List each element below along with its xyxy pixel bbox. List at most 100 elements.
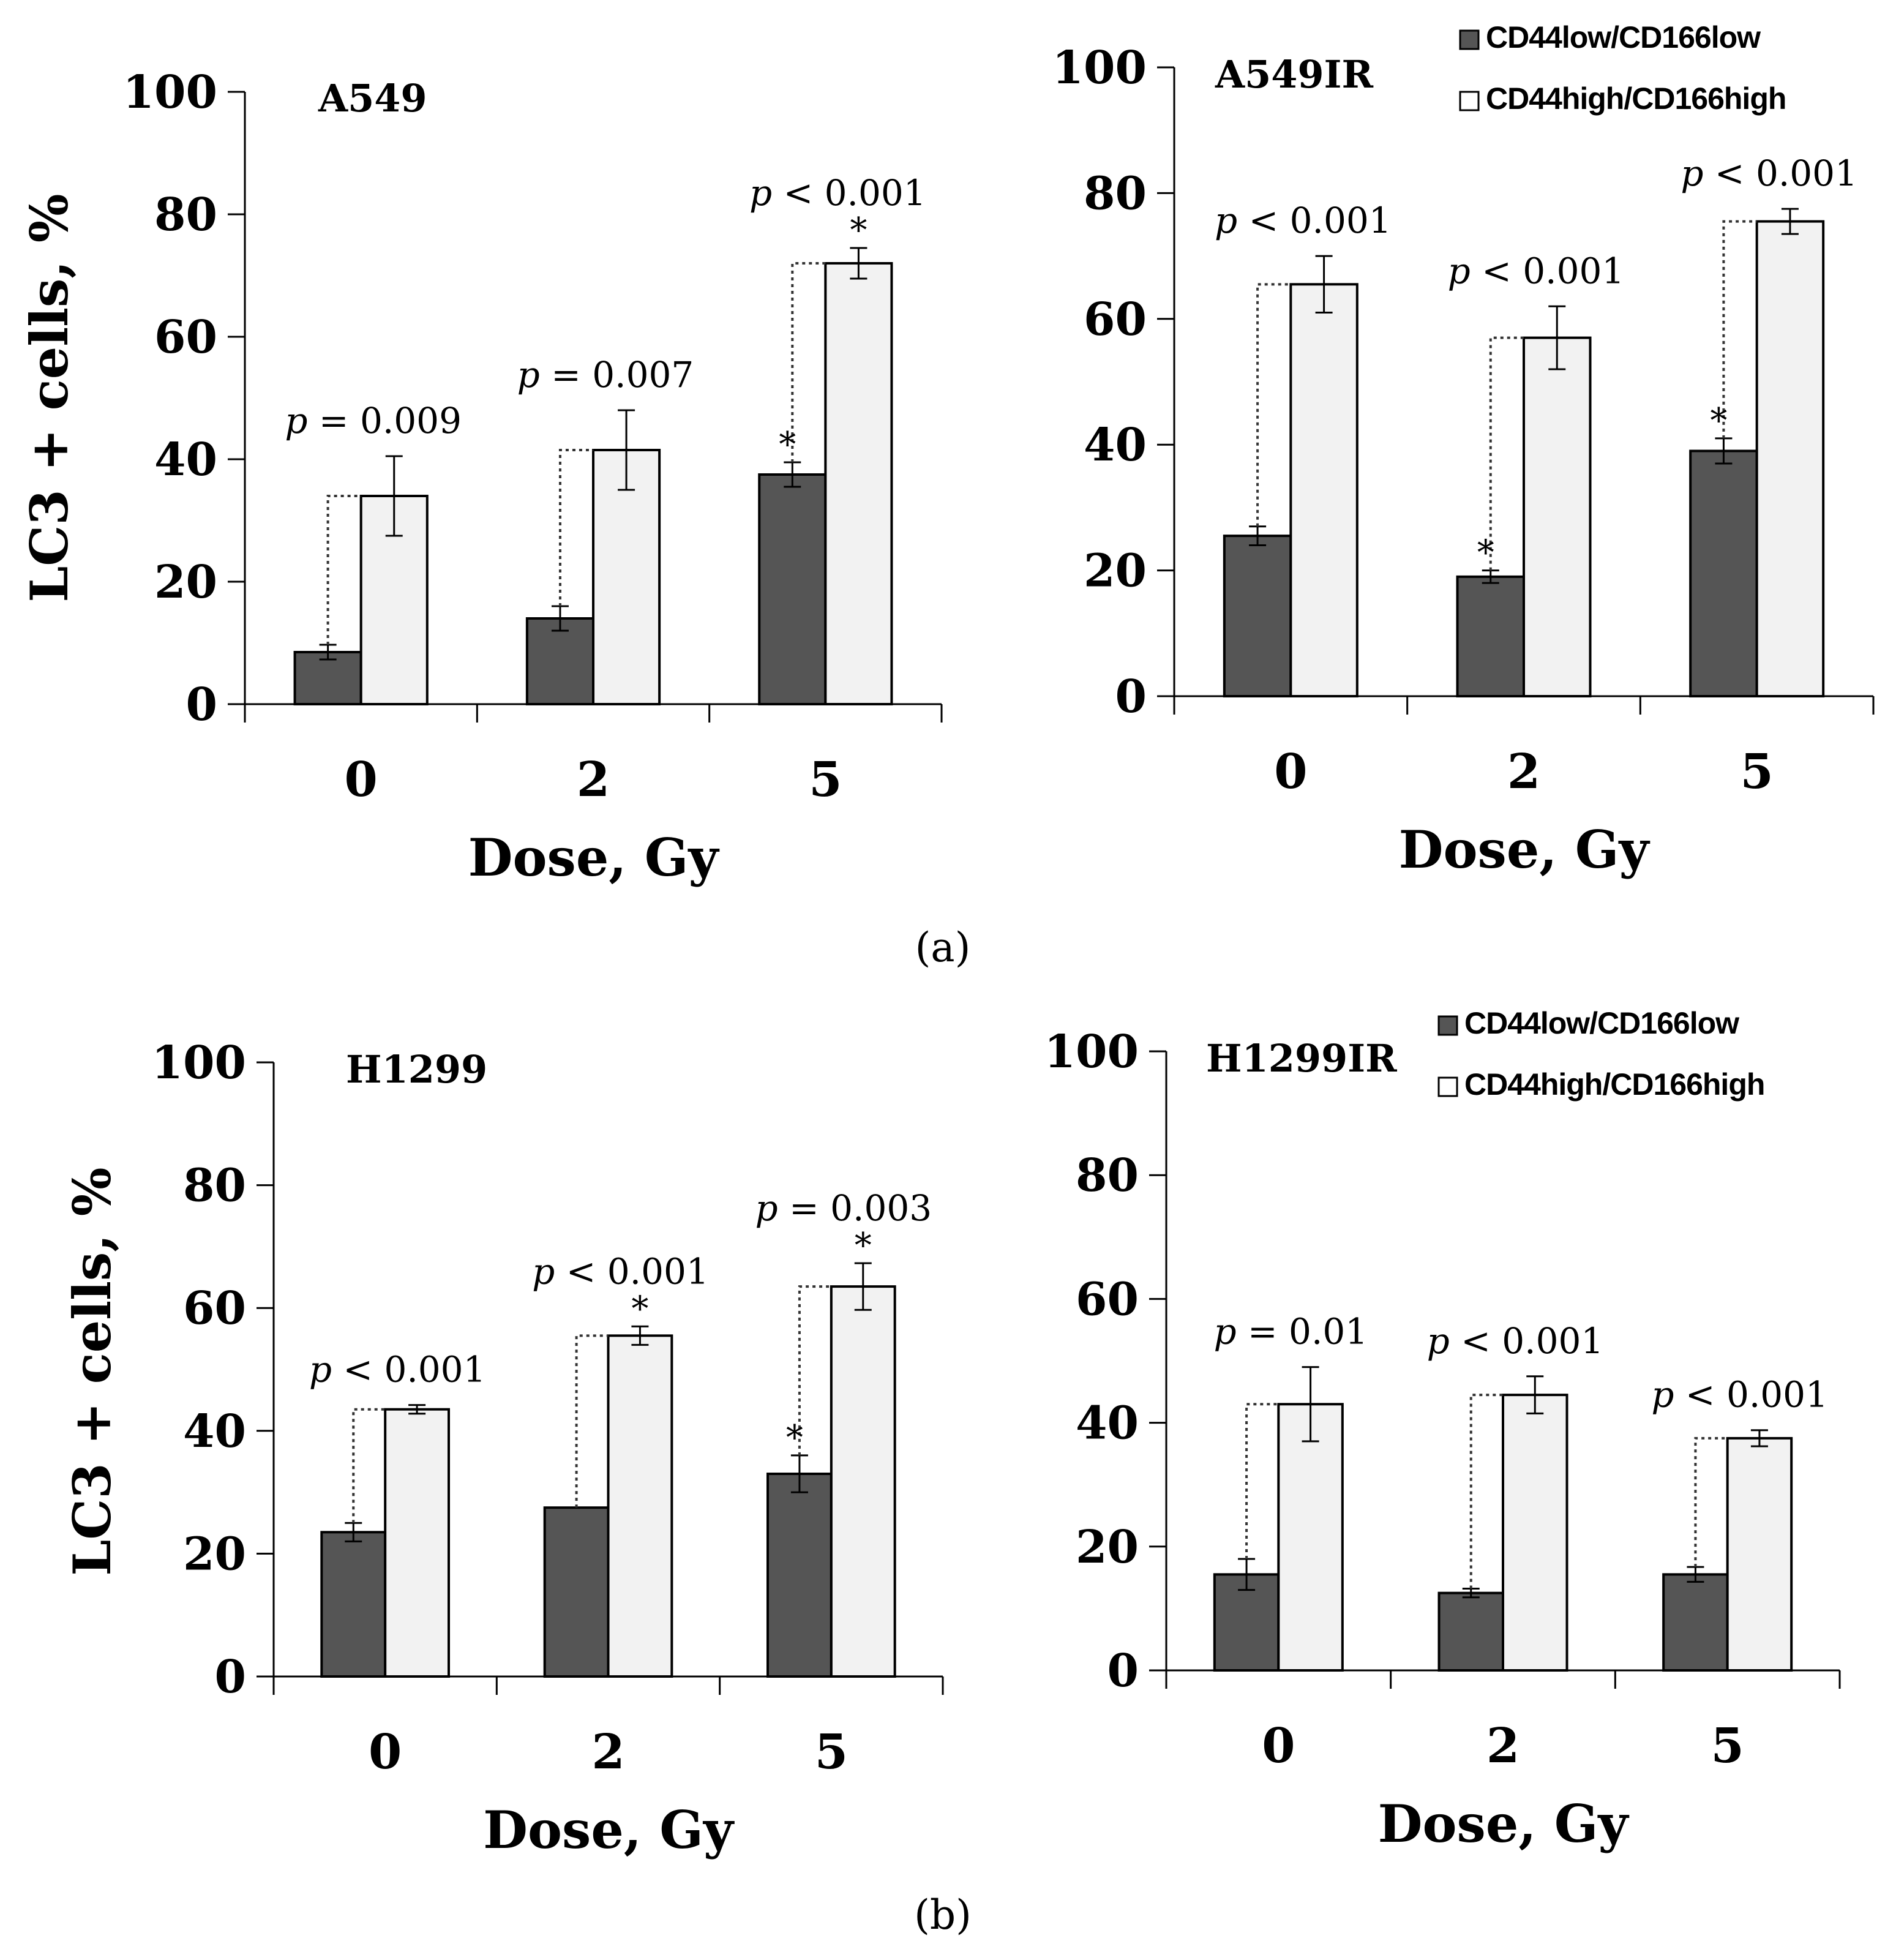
x-tick-label: 5 xyxy=(1711,1718,1744,1774)
bar-high xyxy=(592,449,661,705)
y-axis-label: LC3 + cells, % xyxy=(62,1167,122,1575)
x-tick-label: 2 xyxy=(577,752,610,808)
p-value-text: < 0.001 xyxy=(1703,152,1857,194)
significance-star: * xyxy=(1710,401,1727,441)
x-tick-label: 2 xyxy=(1486,1718,1520,1774)
significance-connector xyxy=(1245,1403,1279,1560)
p-value-text: = 0.003 xyxy=(778,1187,932,1229)
p-value-text: = 0.009 xyxy=(307,400,462,441)
subplot-h1299ir: 0 20 40 60 80 100 H1299IR Dose, Gy 0 p = 0.01 2 p <… xyxy=(1044,1026,1841,1854)
legend-label-low: CD44low/CD166low xyxy=(1486,20,1761,54)
significance-star: * xyxy=(1477,533,1494,573)
x-tick-label: 5 xyxy=(815,1724,848,1780)
legend-label-high: CD44high/CD166high xyxy=(1486,81,1786,116)
x-axis-label: Dose, Gy xyxy=(1378,1793,1630,1854)
significance-connector xyxy=(1722,220,1757,438)
x-tick-label: 5 xyxy=(809,752,842,808)
significance-star: * xyxy=(786,1418,803,1458)
error-bar-high xyxy=(1315,255,1333,314)
y-tick-label: 0 xyxy=(1115,670,1147,723)
significance-connector xyxy=(1469,1394,1503,1589)
y-tick-label: 80 xyxy=(154,189,217,241)
x-tick-label: 2 xyxy=(1507,744,1540,800)
p-symbol: p xyxy=(1448,250,1471,291)
bar-low xyxy=(320,1531,387,1678)
y-tick-label: 60 xyxy=(154,311,217,364)
bar-low xyxy=(1223,535,1292,697)
y-tick-label: 20 xyxy=(183,1528,246,1580)
significance-connector xyxy=(558,449,593,606)
bar-high xyxy=(830,1285,896,1678)
legend-top: CD44low/CD166low CD44high/CD166high xyxy=(1459,20,1786,116)
panel-label-b: (b) xyxy=(914,1891,972,1939)
x-tick-label: 0 xyxy=(369,1724,402,1780)
bar-low xyxy=(543,1506,610,1678)
significance-connector xyxy=(791,262,826,462)
y-tick-label: 80 xyxy=(183,1160,246,1212)
bar-low xyxy=(766,1473,833,1678)
subplot-a549: 0 20 40 60 80 100 A549 LC3 + cells, % Dose, Gy 0 p… xyxy=(19,66,943,888)
y-tick-label: 80 xyxy=(1084,167,1147,220)
p-value-label: p < 0.001 xyxy=(749,172,926,214)
p-value-label: p = 0.01 xyxy=(1213,1311,1368,1353)
y-tick-label: 20 xyxy=(154,556,217,609)
bar-high xyxy=(1289,283,1358,697)
error-bar-high xyxy=(1526,1375,1544,1414)
y-axis-label: LC3 + cells, % xyxy=(19,193,80,602)
p-value-text: < 0.001 xyxy=(555,1250,709,1292)
y-tick-label: 0 xyxy=(215,1651,247,1703)
p-symbol: p xyxy=(309,1349,332,1391)
chart-title: A549IR xyxy=(1215,52,1374,97)
bar-high xyxy=(1755,220,1825,697)
error-bar-high xyxy=(850,247,868,280)
y-tick-label: 60 xyxy=(183,1282,246,1335)
x-tick-label: 0 xyxy=(1262,1718,1295,1774)
x-axis-label: Dose, Gy xyxy=(1399,819,1651,880)
significance-connector xyxy=(1256,283,1291,527)
x-tick-label: 0 xyxy=(1274,744,1307,800)
error-bar-high xyxy=(631,1325,649,1346)
p-value-text: = 0.007 xyxy=(540,354,694,396)
chart-title: A549 xyxy=(318,76,427,121)
bar-low xyxy=(1456,575,1526,697)
p-symbol: p xyxy=(285,400,307,441)
p-value-text: < 0.001 xyxy=(1450,1320,1604,1362)
error-bar-high xyxy=(1302,1366,1319,1443)
p-value-label: p < 0.001 xyxy=(309,1349,486,1391)
legend-swatch-high xyxy=(1437,1076,1458,1097)
significance-connector xyxy=(575,1334,609,1508)
p-symbol: p xyxy=(1681,152,1703,194)
bar-high xyxy=(1502,1394,1568,1672)
significance-star: * xyxy=(779,425,796,465)
p-value-label: p = 0.009 xyxy=(285,400,462,441)
significance-star: * xyxy=(850,211,867,250)
legend-swatch-low xyxy=(1459,29,1480,50)
p-symbol: p xyxy=(1427,1320,1450,1362)
y-tick-label: 40 xyxy=(154,434,217,486)
error-bar-high xyxy=(385,455,403,537)
bar-high xyxy=(607,1334,673,1678)
p-value-label: p = 0.003 xyxy=(755,1187,932,1229)
p-value-text: < 0.001 xyxy=(1237,200,1392,241)
y-tick-label: 100 xyxy=(123,66,217,119)
y-tick-label: 80 xyxy=(1076,1149,1139,1202)
legend-swatch-low xyxy=(1437,1015,1458,1036)
p-symbol: p xyxy=(1651,1374,1674,1416)
p-value-label: p < 0.001 xyxy=(1681,152,1857,194)
p-symbol: p xyxy=(755,1187,778,1229)
significance-star: * xyxy=(631,1289,648,1329)
legend-label-low: CD44low/CD166low xyxy=(1464,1006,1739,1040)
p-symbol: p xyxy=(1215,200,1237,241)
significance-star: * xyxy=(855,1226,872,1266)
y-tick-label: 60 xyxy=(1076,1273,1139,1326)
p-value-label: p = 0.007 xyxy=(517,354,694,396)
error-bar-high xyxy=(1548,305,1566,370)
bar-low xyxy=(1662,1573,1729,1672)
p-value-text: < 0.001 xyxy=(772,172,926,214)
y-tick-label: 40 xyxy=(1076,1397,1139,1450)
p-value-label: p < 0.001 xyxy=(532,1250,709,1292)
p-value-text: < 0.001 xyxy=(1471,250,1625,291)
legend-label-high: CD44high/CD166high xyxy=(1464,1067,1764,1102)
p-value-text: = 0.01 xyxy=(1237,1311,1368,1353)
y-tick-label: 20 xyxy=(1084,545,1147,598)
